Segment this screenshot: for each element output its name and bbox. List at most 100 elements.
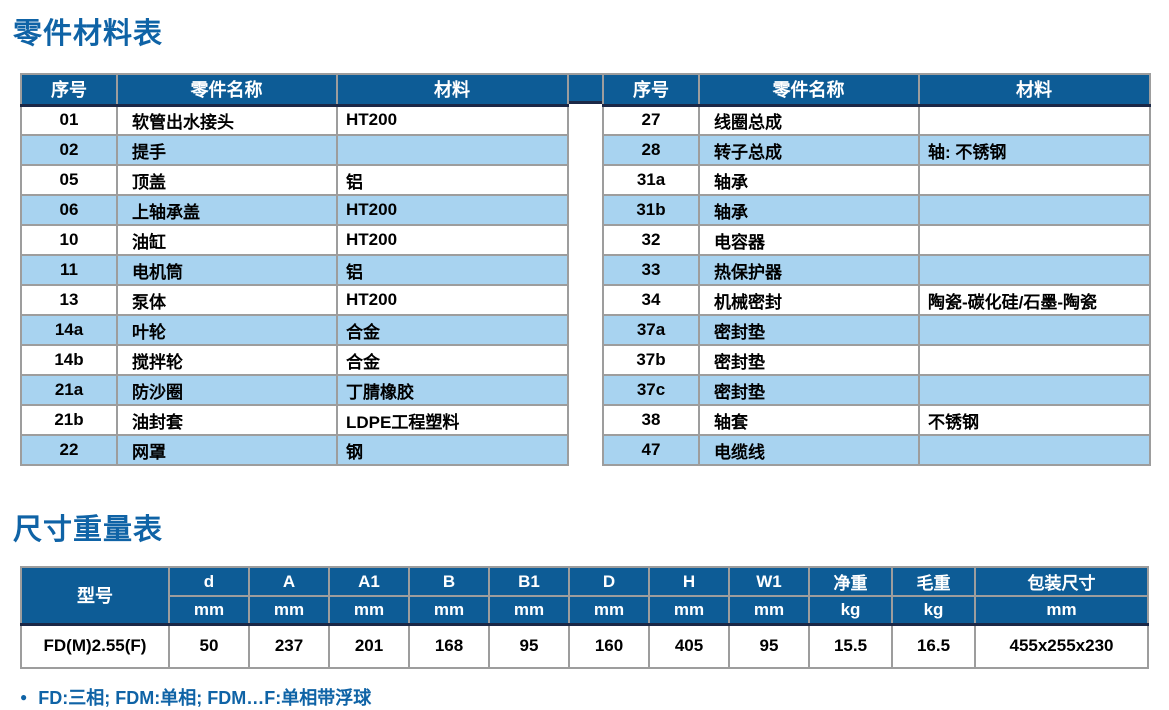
table-gap-spacer bbox=[569, 73, 602, 104]
parts-cell-no: 10 bbox=[20, 224, 118, 256]
parts-row-28: 28 转子总成 轴: 不锈钢 bbox=[602, 134, 1151, 166]
dims-cell-model: FD(M)2.55(F) bbox=[20, 623, 170, 669]
dims-cell-value: 50 bbox=[168, 623, 250, 669]
parts-cell-name: 机械密封 bbox=[698, 284, 920, 316]
parts-cell-material: 合金 bbox=[336, 344, 569, 376]
parts-cell-no: 22 bbox=[20, 434, 118, 466]
parts-row-31a: 31a 轴承 bbox=[602, 164, 1151, 196]
parts-cell-material: 铝 bbox=[336, 164, 569, 196]
parts-cell-no: 11 bbox=[20, 254, 118, 286]
dims-header-unit: mm bbox=[568, 595, 650, 626]
parts-cell-material bbox=[918, 194, 1151, 226]
parts-header-row: 序号 零件名称 材料 bbox=[20, 73, 569, 107]
parts-material-table-title: 零件材料表 bbox=[13, 18, 164, 50]
dims-header-row-units: mm mm mm mm mm mm mm mm kg kg mm bbox=[21, 595, 1149, 626]
parts-cell-material: HT200 bbox=[336, 284, 569, 316]
parts-cell-name: 泵体 bbox=[116, 284, 338, 316]
parts-cell-no: 02 bbox=[20, 134, 118, 166]
dims-header-unit: mm bbox=[328, 595, 410, 626]
dims-header-unit: mm bbox=[648, 595, 730, 626]
parts-header-material: 材料 bbox=[918, 73, 1151, 107]
parts-cell-no: 05 bbox=[20, 164, 118, 196]
parts-cell-no: 31b bbox=[602, 194, 700, 226]
dims-cell-value: 168 bbox=[408, 623, 490, 669]
dims-header-unit: mm bbox=[488, 595, 570, 626]
parts-cell-material bbox=[918, 254, 1151, 286]
parts-cell-name: 密封垫 bbox=[698, 344, 920, 376]
dims-header-label: B bbox=[408, 566, 490, 597]
dims-cell-value: 95 bbox=[488, 623, 570, 669]
parts-cell-material: 合金 bbox=[336, 314, 569, 346]
dims-header-label: D bbox=[568, 566, 650, 597]
dims-cell-value: 237 bbox=[248, 623, 330, 669]
footnote-text: FD:三相; FDM:单相; FDM…F:单相带浮球 bbox=[38, 688, 372, 708]
parts-cell-no: 37c bbox=[602, 374, 700, 406]
parts-header-row: 序号 零件名称 材料 bbox=[602, 73, 1151, 107]
parts-cell-material: HT200 bbox=[336, 194, 569, 226]
parts-cell-material bbox=[918, 344, 1151, 376]
parts-cell-no: 14b bbox=[20, 344, 118, 376]
parts-cell-no: 32 bbox=[602, 224, 700, 256]
parts-row-33: 33 热保护器 bbox=[602, 254, 1151, 286]
parts-cell-name: 防沙圈 bbox=[116, 374, 338, 406]
parts-row-05: 05 顶盖铝 bbox=[20, 164, 569, 196]
parts-cell-name: 轴承 bbox=[698, 194, 920, 226]
parts-cell-no: 47 bbox=[602, 434, 700, 466]
parts-cell-material: HT200 bbox=[336, 224, 569, 256]
parts-cell-name: 线圈总成 bbox=[698, 104, 920, 136]
parts-material-tables: 序号 零件名称 材料 01 软管出水接头 HT200 02 提手 05 顶盖铝 06 上轴承盖 HT20… bbox=[20, 73, 1151, 466]
parts-cell-no: 27 bbox=[602, 104, 700, 136]
parts-cell-no: 31a bbox=[602, 164, 700, 196]
parts-row-02: 02 提手 bbox=[20, 134, 569, 166]
parts-row-11: 11 电机筒铝 bbox=[20, 254, 569, 286]
parts-cell-name: 电缆线 bbox=[698, 434, 920, 466]
parts-row-32: 32 电容器 bbox=[602, 224, 1151, 256]
parts-cell-name: 搅拌轮 bbox=[116, 344, 338, 376]
parts-cell-material: 不锈钢 bbox=[918, 404, 1151, 436]
parts-cell-material bbox=[918, 314, 1151, 346]
dims-header-label: A1 bbox=[328, 566, 410, 597]
dims-data-row: FD(M)2.55(F) 50 237 201 168 95 160 405 95 15.5 16.… bbox=[20, 623, 1149, 669]
parts-cell-material: 陶瓷-碳化硅/石墨-陶瓷 bbox=[918, 284, 1151, 316]
dims-header-label: H bbox=[648, 566, 730, 597]
parts-cell-material: 轴: 不锈钢 bbox=[918, 134, 1151, 166]
parts-row-37c: 37c 密封垫 bbox=[602, 374, 1151, 406]
parts-cell-name: 电容器 bbox=[698, 224, 920, 256]
parts-cell-material: 钢 bbox=[336, 434, 569, 466]
parts-cell-no: 38 bbox=[602, 404, 700, 436]
parts-cell-name: 油封套 bbox=[116, 404, 338, 436]
parts-cell-material: 丁腈橡胶 bbox=[336, 374, 569, 406]
parts-cell-name: 顶盖 bbox=[116, 164, 338, 196]
dims-header-label: 毛重 bbox=[891, 566, 976, 597]
parts-cell-no: 37b bbox=[602, 344, 700, 376]
dimension-weight-table: 型号 d A A1 B B1 D H W1 净重 毛重 包装尺寸 mm mm mm mm mm mm mm mm kg k… bbox=[20, 566, 1149, 669]
parts-cell-name: 叶轮 bbox=[116, 314, 338, 346]
dimension-weight-table-title: 尺寸重量表 bbox=[13, 514, 164, 546]
dims-header-unit: kg bbox=[891, 595, 976, 626]
parts-header-name: 零件名称 bbox=[698, 73, 920, 107]
dims-cell-value: 405 bbox=[648, 623, 730, 669]
dims-header-unit: mm bbox=[168, 595, 250, 626]
parts-cell-name: 轴承 bbox=[698, 164, 920, 196]
parts-row-01: 01 软管出水接头 HT200 bbox=[20, 104, 569, 136]
parts-row-14a: 14a 叶轮 合金 bbox=[20, 314, 569, 346]
parts-row-31b: 31b 轴承 bbox=[602, 194, 1151, 226]
parts-cell-no: 01 bbox=[20, 104, 118, 136]
footnote: ● FD:三相; FDM:单相; FDM…F:单相带浮球 bbox=[20, 684, 1169, 710]
parts-header-no: 序号 bbox=[20, 73, 118, 107]
parts-cell-material bbox=[918, 434, 1151, 466]
parts-cell-material bbox=[918, 104, 1151, 136]
dims-header-row-labels: 型号 d A A1 B B1 D H W1 净重 毛重 包装尺寸 bbox=[20, 566, 1149, 626]
parts-cell-name: 热保护器 bbox=[698, 254, 920, 286]
parts-cell-no: 34 bbox=[602, 284, 700, 316]
parts-header-name: 零件名称 bbox=[116, 73, 338, 107]
parts-row-14b: 14b 搅拌轮 合金 bbox=[20, 344, 569, 376]
parts-cell-material: HT200 bbox=[336, 104, 569, 136]
bullet-icon: ● bbox=[20, 690, 28, 704]
parts-cell-name: 油缸 bbox=[116, 224, 338, 256]
dims-header-unit: mm bbox=[728, 595, 810, 626]
parts-cell-name: 网罩 bbox=[116, 434, 338, 466]
dims-header-label: W1 bbox=[728, 566, 810, 597]
dims-header-unit: mm bbox=[974, 595, 1149, 626]
parts-row-21a: 21a 防沙圈 丁腈橡胶 bbox=[20, 374, 569, 406]
